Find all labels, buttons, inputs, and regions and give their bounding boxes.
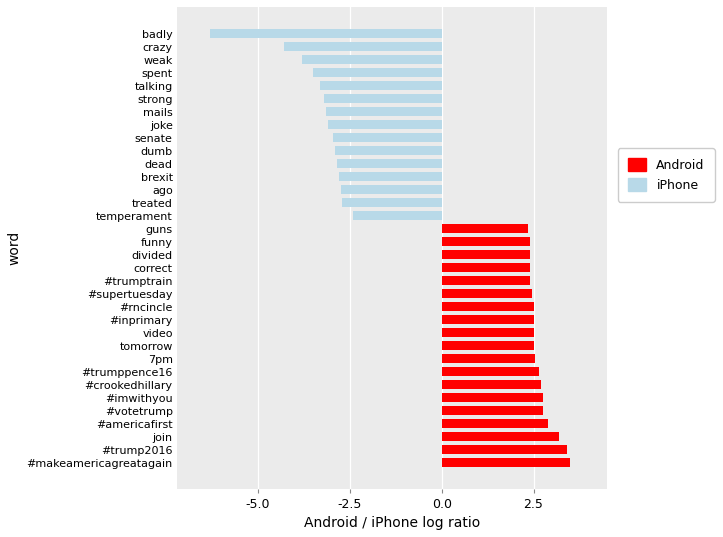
Bar: [442, 445, 567, 454]
Bar: [442, 380, 541, 389]
Y-axis label: word: word: [7, 231, 21, 265]
Bar: [210, 29, 442, 38]
Bar: [283, 42, 442, 51]
Bar: [442, 432, 560, 441]
Bar: [320, 81, 442, 90]
Bar: [442, 250, 530, 259]
Bar: [442, 458, 570, 467]
Bar: [335, 146, 442, 155]
Bar: [442, 328, 534, 337]
Bar: [354, 211, 442, 220]
Bar: [324, 94, 442, 103]
Bar: [442, 341, 534, 350]
Bar: [326, 107, 442, 116]
Bar: [341, 185, 442, 194]
Bar: [333, 133, 442, 142]
Bar: [442, 367, 539, 376]
Bar: [442, 302, 534, 311]
Bar: [442, 263, 530, 272]
Bar: [442, 419, 548, 428]
Bar: [442, 224, 528, 233]
Bar: [343, 198, 442, 207]
Bar: [338, 172, 442, 181]
X-axis label: Android / iPhone log ratio: Android / iPhone log ratio: [304, 516, 480, 530]
Bar: [328, 120, 442, 129]
Bar: [442, 406, 543, 415]
Legend: Android, iPhone: Android, iPhone: [617, 148, 715, 202]
Bar: [442, 276, 530, 285]
Bar: [442, 393, 543, 402]
Bar: [442, 237, 530, 246]
Bar: [442, 289, 531, 298]
Bar: [313, 68, 442, 77]
Bar: [442, 354, 536, 363]
Bar: [302, 55, 442, 64]
Bar: [337, 159, 442, 168]
Bar: [442, 315, 534, 324]
